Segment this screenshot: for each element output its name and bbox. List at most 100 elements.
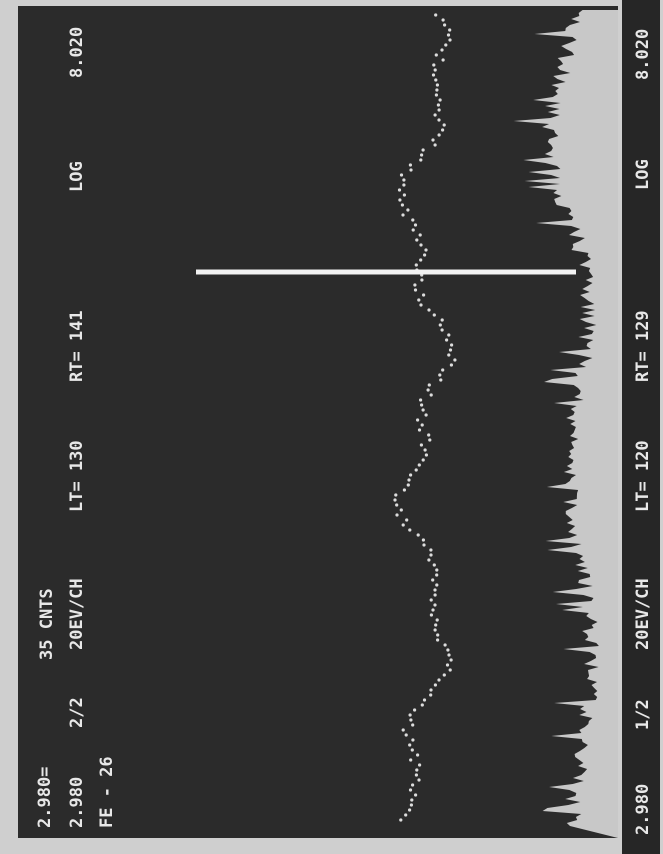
trace-dot: [409, 713, 412, 716]
trace-dot: [435, 93, 438, 96]
trace-dot: [447, 33, 450, 36]
trace-dot: [422, 458, 425, 461]
trace-dot: [438, 373, 441, 376]
trace-dot: [416, 418, 419, 421]
trace-dot: [450, 658, 453, 661]
trace-dot: [407, 483, 410, 486]
trace-dot: [420, 278, 423, 281]
trace-dot: [402, 183, 405, 186]
trace-dot: [402, 178, 405, 181]
trace-dot: [414, 793, 417, 796]
trace-dot: [435, 573, 438, 576]
screen-label: 20EV/CH: [633, 578, 653, 650]
trace-dot: [448, 38, 451, 41]
trace-dot: [419, 243, 422, 246]
trace-dot: [441, 328, 444, 331]
trace-dot: [437, 678, 440, 681]
trace-dot: [411, 738, 414, 741]
trace-dot: [403, 488, 406, 491]
trace-dot: [447, 653, 450, 656]
trace-dot: [411, 723, 414, 726]
screen-label: LT= 120: [633, 440, 653, 512]
trace-dot: [424, 448, 427, 451]
trace-dot: [403, 193, 406, 196]
trace-dot: [430, 393, 433, 396]
trace-dot: [447, 333, 450, 336]
trace-dot: [443, 123, 446, 126]
screen-label: FE - 26: [97, 756, 117, 828]
trace-dot: [425, 413, 428, 416]
trace-dot: [418, 463, 421, 466]
trace-dot: [430, 598, 433, 601]
trace-dot: [415, 773, 418, 776]
trace-dot: [427, 433, 430, 436]
trace-dot: [443, 23, 446, 26]
trace-dot: [448, 28, 451, 31]
trace-dot: [434, 113, 437, 116]
trace-dot: [429, 688, 432, 691]
trace-dot: [445, 338, 448, 341]
trace-dot: [420, 153, 423, 156]
trace-dot: [435, 583, 438, 586]
trace-dot: [444, 643, 447, 646]
trace-dot: [406, 208, 409, 211]
trace-dot: [415, 468, 418, 471]
trace-dot: [422, 408, 425, 411]
screen-label: 2.980: [633, 784, 653, 835]
trace-dot: [409, 473, 412, 476]
trace-dot: [450, 343, 453, 346]
trace-dot: [439, 323, 442, 326]
trace-dot: [446, 648, 449, 651]
trace-dot: [432, 73, 435, 76]
trace-dot: [418, 428, 421, 431]
screen-photo: 2.980=2.980FE - 2635 CNTS2/220EV/CHLT= 1…: [0, 0, 663, 854]
trace-dot: [424, 248, 427, 251]
screen-label: 35 CNTS: [37, 588, 57, 660]
trace-dot: [434, 13, 437, 16]
trace-dot: [441, 368, 444, 371]
trace-dot: [422, 543, 425, 546]
trace-dot: [422, 293, 425, 296]
trace-dot: [449, 348, 452, 351]
trace-dot: [402, 728, 405, 731]
trace-dot: [405, 733, 408, 736]
trace-dot: [433, 313, 436, 316]
trace-dot: [449, 668, 452, 671]
trace-dot: [415, 238, 418, 241]
trace-dot: [422, 538, 425, 541]
trace-dot: [405, 518, 408, 521]
trace-dot: [429, 553, 432, 556]
trace-dot: [428, 438, 431, 441]
trace-dot: [400, 173, 403, 176]
trace-dot: [431, 608, 434, 611]
screen-label: 20EV/CH: [67, 578, 87, 650]
trace-dot: [423, 698, 426, 701]
trace-dot: [421, 703, 424, 706]
trace-dot: [416, 753, 419, 756]
trace-dot: [433, 588, 436, 591]
trace-dot: [401, 213, 404, 216]
trace-dot: [409, 758, 412, 761]
trace-dot: [431, 138, 434, 141]
screen-label: RT= 129: [633, 310, 653, 382]
trace-dot: [398, 188, 401, 191]
trace-dot: [402, 523, 405, 526]
trace-dot: [447, 353, 450, 356]
trace-dot: [395, 513, 398, 516]
trace-dot: [434, 593, 437, 596]
trace-dot: [408, 743, 411, 746]
trace-dot: [413, 708, 416, 711]
trace-dot: [435, 568, 438, 571]
trace-dot: [409, 168, 412, 171]
trace-dot: [407, 478, 410, 481]
crt-screen: [18, 6, 618, 838]
trace-dot: [430, 613, 433, 616]
trace-dot: [421, 423, 424, 426]
trace-dot: [441, 318, 444, 321]
trace-dot: [438, 108, 441, 111]
trace-dot: [419, 398, 422, 401]
trace-dot: [419, 303, 422, 306]
trace-dot: [423, 253, 426, 256]
trace-dot: [440, 48, 443, 51]
trace-dot: [422, 148, 425, 151]
